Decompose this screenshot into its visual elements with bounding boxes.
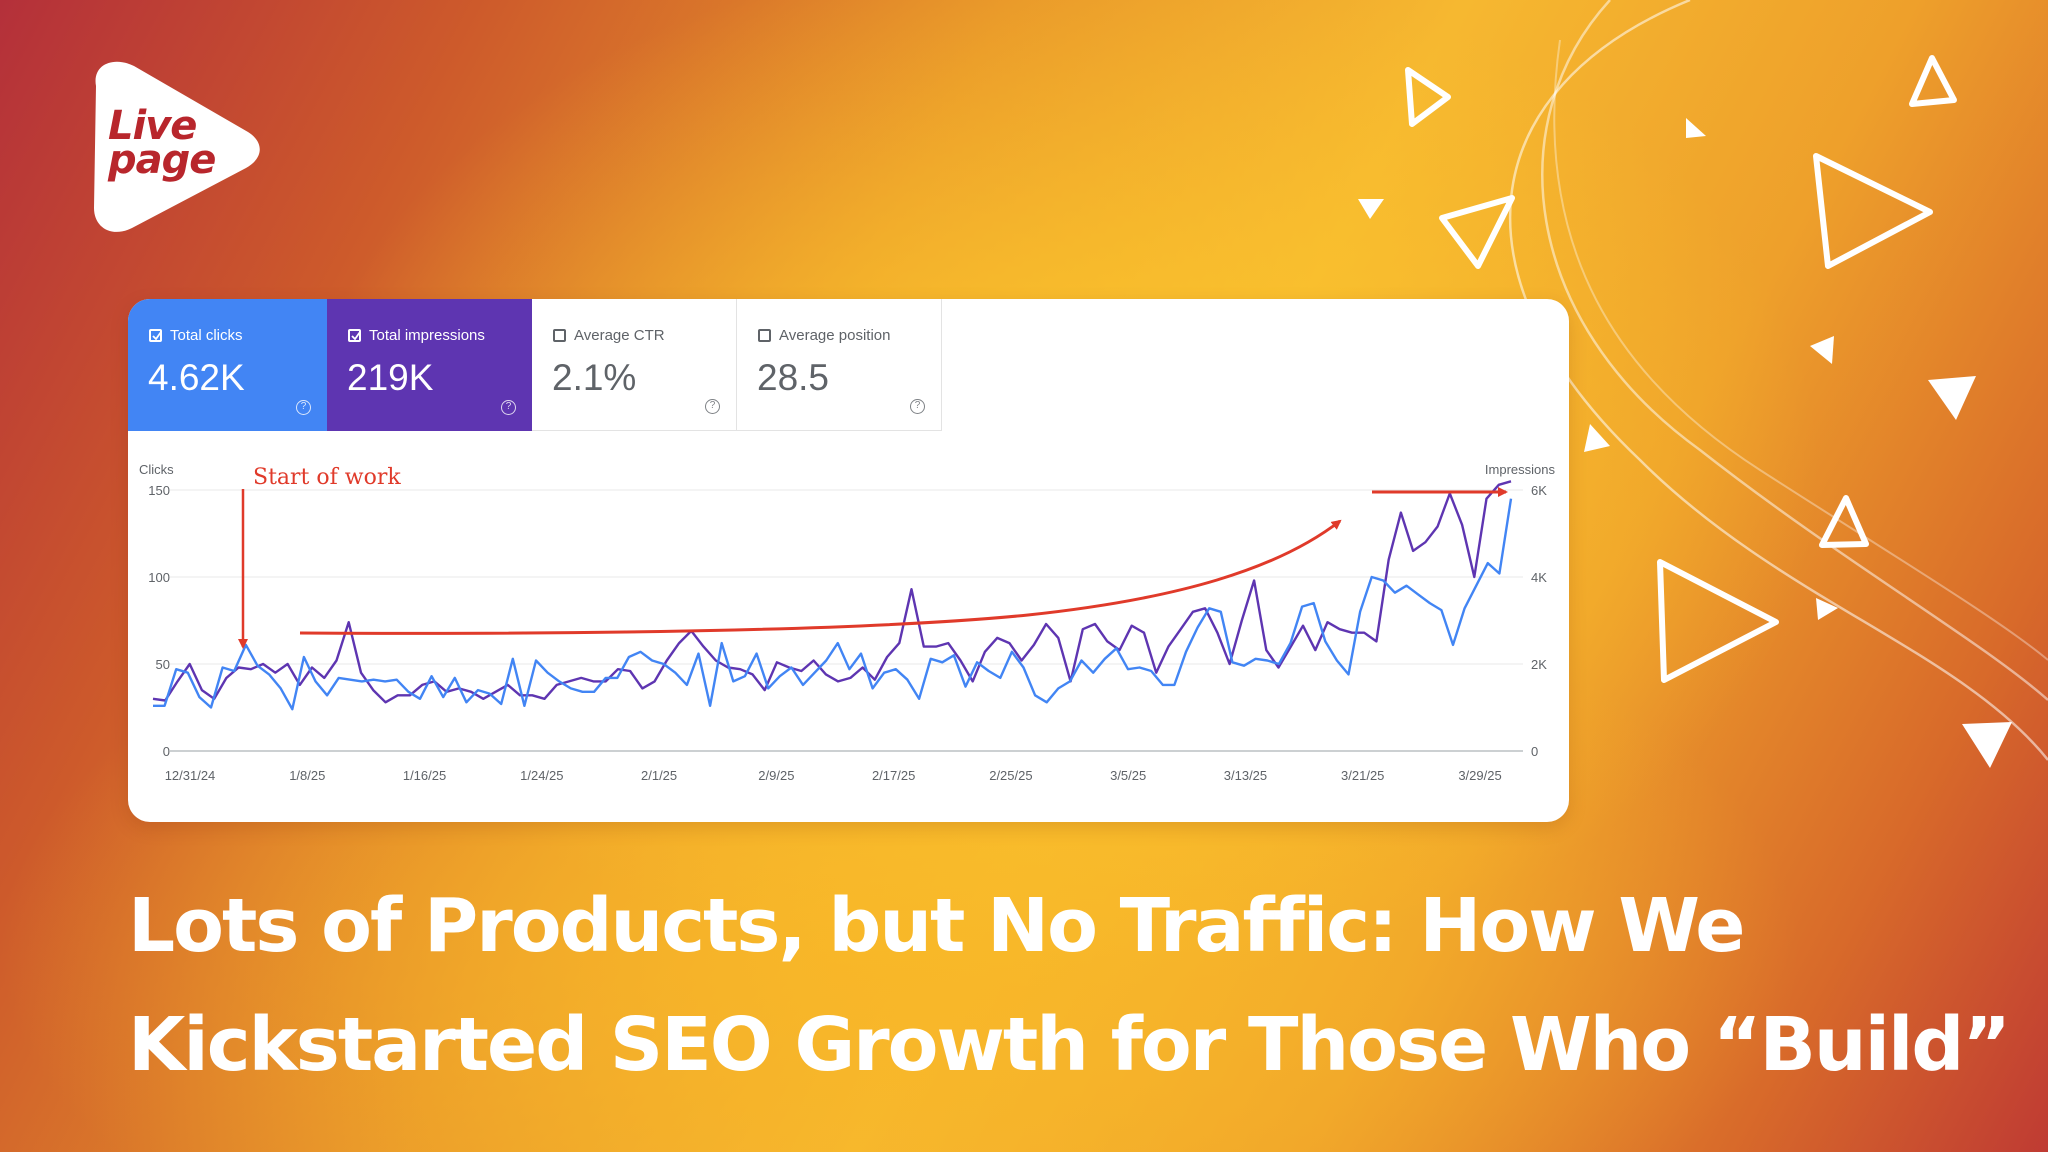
x-tick-label: 3/21/25 [1341, 768, 1384, 783]
decorative-curve [1553, 39, 2048, 661]
metric-label: Total clicks [170, 327, 243, 344]
x-tick-label: 1/16/25 [403, 768, 446, 783]
metric-label: Total impressions [369, 327, 485, 344]
help-icon[interactable]: ? [910, 399, 925, 414]
right-axis-label: Impressions [1485, 462, 1556, 477]
metric-tab-average-position[interactable]: Average position 28.5 ? [737, 299, 942, 431]
play-triangle-icon [1819, 495, 1869, 548]
x-tick-label: 2/9/25 [758, 768, 794, 783]
metric-tab-total-impressions[interactable]: Total impressions 219K ? [327, 299, 532, 431]
start-of-work-annotation: Start of work [253, 465, 401, 490]
metric-label: Average position [779, 327, 891, 344]
help-icon[interactable]: ? [705, 399, 720, 414]
small-triangle-icon [1584, 424, 1610, 452]
series-line-total-clicks [153, 498, 1513, 711]
headline-line-1: Lots of Products, but No Traffic: How We [128, 883, 1746, 969]
right-tick-label: 6K [1531, 483, 1547, 498]
left-axis-label: Clicks [139, 462, 174, 477]
small-triangle-icon [1816, 598, 1838, 620]
help-icon[interactable]: ? [296, 400, 311, 415]
metric-value: 2.1% [552, 357, 637, 398]
metric-value: 28.5 [757, 357, 830, 398]
headline-line-2: Kickstarted SEO Growth for Those Who “Bu… [128, 1002, 2011, 1088]
play-triangle-icon [1813, 153, 1933, 269]
play-triangle-icon [1439, 195, 1515, 269]
small-triangle-icon [1810, 336, 1834, 364]
left-tick-label: 150 [148, 483, 170, 498]
growth-trend-arrow [299, 519, 1342, 635]
livepage-logo[interactable] [84, 58, 264, 234]
metric-value: 219K [347, 357, 434, 398]
play-triangle-icon [1405, 67, 1451, 127]
right-tick-label: 2K [1531, 657, 1547, 672]
play-triangle-icon [1657, 559, 1779, 683]
help-icon[interactable]: ? [501, 400, 516, 415]
x-tick-label: 3/13/25 [1224, 768, 1267, 783]
decorative-curve [1508, 0, 2048, 761]
left-tick-label: 50 [156, 657, 170, 672]
x-tick-label: 3/29/25 [1458, 768, 1501, 783]
small-triangle-icon [1962, 722, 2012, 768]
metric-label: Average CTR [574, 327, 665, 344]
x-tick-label: 12/31/24 [165, 768, 216, 783]
x-tick-label: 1/24/25 [520, 768, 563, 783]
right-tick-label: 0 [1531, 744, 1538, 759]
x-tick-label: 1/8/25 [289, 768, 325, 783]
logo-text-live: Live [108, 103, 197, 149]
checkbox-unchecked-icon[interactable] [758, 329, 771, 342]
metric-value: 4.62K [148, 357, 245, 398]
play-triangle-icon [1909, 55, 1957, 107]
small-triangle-icon [1686, 118, 1706, 138]
small-triangle-icon [1928, 376, 1976, 420]
x-tick-label: 2/25/25 [989, 768, 1032, 783]
logo-text-page: page [108, 137, 216, 183]
left-tick-label: 0 [163, 744, 170, 759]
left-tick-label: 100 [148, 570, 170, 585]
metric-tab-average-ctr[interactable]: Average CTR 2.1% ? [532, 299, 737, 431]
small-triangle-icon [1358, 199, 1384, 219]
performance-card: Total clicks 4.62K ? Total impressions 2… [128, 299, 1569, 822]
x-tick-label: 3/5/25 [1110, 768, 1146, 783]
metric-tab-total-clicks[interactable]: Total clicks 4.62K ? [128, 299, 327, 431]
checkbox-unchecked-icon[interactable] [553, 329, 566, 342]
decorative-curve [1541, 0, 2048, 701]
metric-tabs: Total clicks 4.62K ? Total impressions 2… [128, 299, 942, 431]
x-tick-label: 2/1/25 [641, 768, 677, 783]
series-line-total-impressions [152, 480, 1512, 704]
x-tick-label: 2/17/25 [872, 768, 915, 783]
checkbox-checked-icon[interactable] [348, 329, 361, 342]
checkbox-checked-icon[interactable] [149, 329, 162, 342]
performance-line-chart: Clicks Impressions 150 6K 100 4K 50 2K 0 0 12/3… [139, 462, 1556, 783]
right-tick-label: 4K [1531, 570, 1547, 585]
